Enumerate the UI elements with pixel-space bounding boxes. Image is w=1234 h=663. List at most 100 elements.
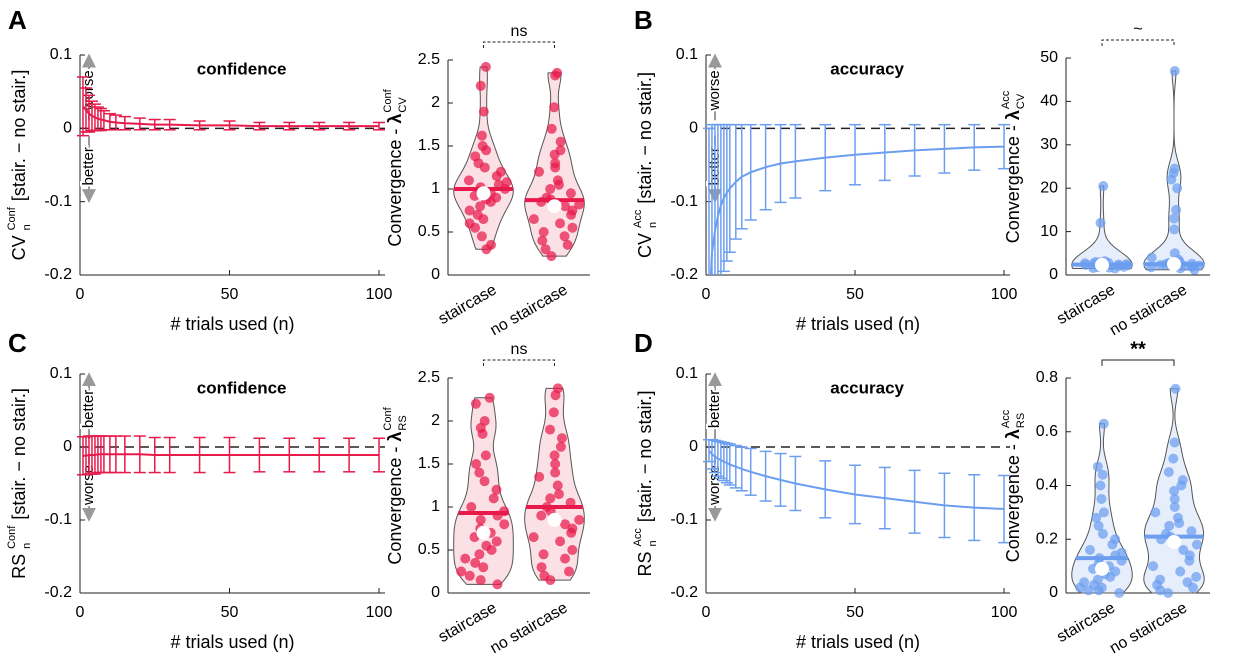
point <box>549 450 560 461</box>
x-tick-label: staircase <box>436 599 500 646</box>
y-tick-label: 40 <box>1040 93 1058 110</box>
point <box>1095 217 1106 228</box>
point <box>1091 512 1102 523</box>
point <box>456 566 467 577</box>
y-tick-label: -0.2 <box>670 266 698 283</box>
y-label-text: Convergence - <box>1003 444 1023 562</box>
x-tick-label: staircase <box>436 281 500 328</box>
median-dot <box>1167 257 1181 272</box>
x-axis-label: # trials used (n) <box>796 632 920 652</box>
y-tick-label: 0 <box>689 120 698 137</box>
point <box>540 244 551 255</box>
point <box>474 467 485 478</box>
point <box>1083 585 1094 596</box>
x-tick-label: 100 <box>991 604 1018 621</box>
point <box>1085 545 1096 555</box>
y-label-text: Convergence - <box>1003 125 1023 243</box>
y-label-sub: CV <box>397 97 409 113</box>
point <box>1098 418 1109 429</box>
point <box>470 398 481 409</box>
point <box>1169 485 1180 496</box>
error-bar <box>702 127 715 275</box>
point <box>1155 260 1166 271</box>
point <box>481 244 492 255</box>
point <box>1171 204 1182 215</box>
point <box>534 166 545 177</box>
point <box>1169 493 1180 504</box>
point <box>1146 262 1157 273</box>
point <box>1169 213 1180 224</box>
point <box>1172 183 1183 194</box>
median-dot <box>476 186 491 201</box>
point <box>534 471 545 482</box>
y-tick-label: 0 <box>1049 584 1058 601</box>
point <box>1146 252 1157 263</box>
point <box>478 214 489 225</box>
y-tick-label: 50 <box>1040 49 1058 66</box>
point <box>560 519 571 530</box>
y-tick-label: -0.1 <box>44 193 72 210</box>
x-tick-label: staircase <box>1054 599 1118 646</box>
y-label-sup: Conf <box>6 206 18 230</box>
point <box>1109 263 1120 274</box>
point <box>566 209 577 220</box>
y-label-symbol: λ <box>385 432 405 442</box>
y-label-sup: Acc <box>632 209 644 228</box>
y-tick-label: 0 <box>431 584 440 601</box>
point <box>486 545 497 555</box>
point <box>476 130 487 141</box>
point <box>1169 437 1180 448</box>
point <box>478 562 489 573</box>
point <box>475 514 486 525</box>
y-label-text: Convergence - <box>385 447 405 565</box>
subplot: C-0.2-0.100.10 50 100# trials used (n)RSnC… <box>6 328 393 652</box>
significance-bracket <box>1101 39 1175 46</box>
x-tick-label: 100 <box>366 604 393 621</box>
chart-title: confidence <box>197 59 287 78</box>
x-tick-label: no staircase <box>487 281 570 339</box>
chart-title: accuracy <box>830 59 904 78</box>
point <box>475 80 486 91</box>
y-label-sub: n <box>21 224 33 230</box>
point <box>553 179 564 190</box>
y-label-text: CV <box>635 233 655 258</box>
point <box>1169 224 1180 235</box>
y-label-sup: Acc <box>1000 90 1012 109</box>
y-label-text: [stair. − no stair.] <box>635 391 655 523</box>
point <box>545 493 556 504</box>
point <box>475 201 486 212</box>
y-tick-label: 0 <box>431 266 440 283</box>
x-tick-label: 0 <box>76 286 85 303</box>
annotation-label: better <box>706 390 723 428</box>
point <box>1114 588 1125 598</box>
point <box>1116 555 1127 566</box>
y-tick-label: 0 <box>63 438 72 455</box>
subplot: B-0.2-0.100.10 50 100# trials used (n)CVnA… <box>632 5 1018 334</box>
point <box>545 184 556 194</box>
series-line <box>708 450 1005 511</box>
x-tick-label: 50 <box>221 286 239 303</box>
y-tick-label: 0 <box>63 120 72 137</box>
point <box>536 196 547 207</box>
y-label-text: Convergence - <box>385 129 405 247</box>
median-dot <box>1095 258 1109 273</box>
x-tick-label: no staircase <box>1107 281 1190 339</box>
median-dot <box>547 199 562 214</box>
point <box>549 149 560 160</box>
y-tick-label: 0.5 <box>418 541 440 558</box>
median-dot <box>1095 561 1109 576</box>
y-label-symbol: λ <box>385 114 405 124</box>
y-label-symbol: λ <box>1003 110 1023 120</box>
point <box>1105 571 1116 582</box>
y-tick-label: 1 <box>431 180 440 197</box>
point <box>464 570 475 581</box>
y-tick-label: 1.5 <box>418 455 440 472</box>
point <box>480 61 491 72</box>
